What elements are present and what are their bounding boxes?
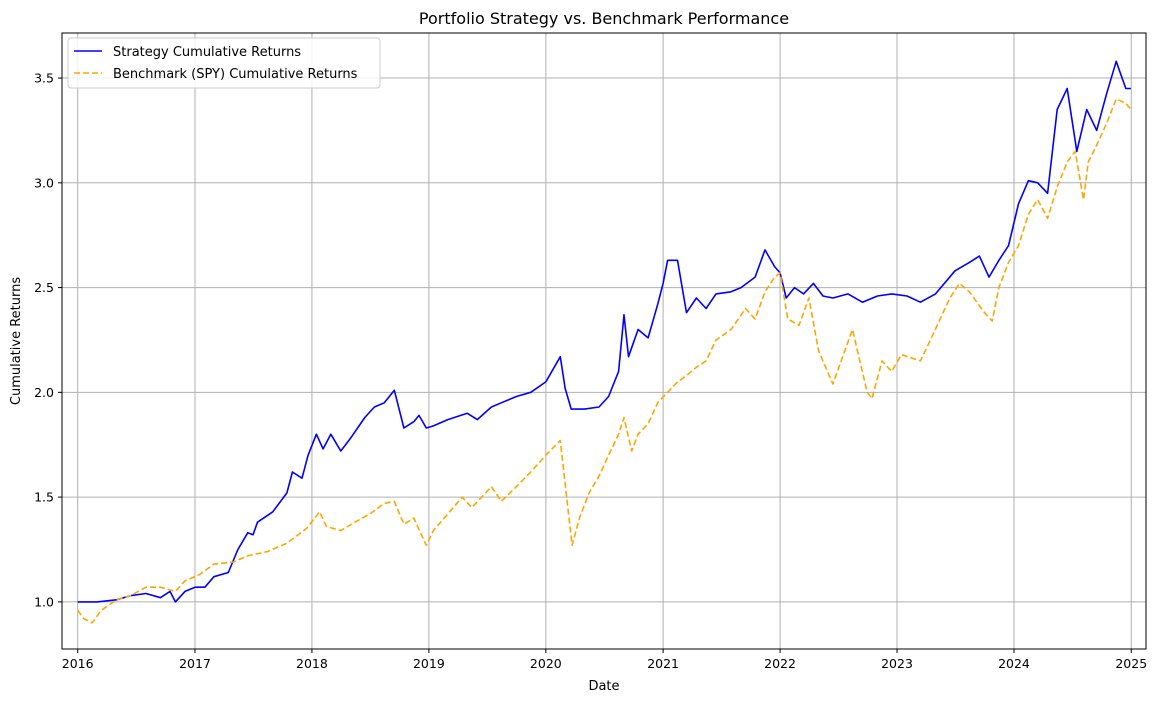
x-tick-label: 2025 [1115,656,1147,671]
chart-title: Portfolio Strategy vs. Benchmark Perform… [419,9,789,28]
x-tick-label: 2021 [647,656,679,671]
x-tick-label: 2017 [179,656,211,671]
y-axis-ticks: 1.0 1.5 2.0 2.5 3.0 3.5 [34,71,62,609]
legend: Strategy Cumulative Returns Benchmark (S… [67,37,381,89]
benchmark-series-line [77,98,1132,624]
x-tick-label: 2024 [998,656,1030,671]
x-tick-label: 2020 [530,656,562,671]
y-tick-label: 2.5 [34,280,54,295]
y-tick-label: 2.0 [34,385,54,400]
legend-label-strategy: Strategy Cumulative Returns [113,45,301,60]
y-tick-label: 3.0 [34,175,54,190]
y-tick-label: 1.5 [34,490,54,505]
x-tick-label: 2023 [881,656,913,671]
x-tick-label: 2018 [296,656,328,671]
y-tick-label: 1.0 [34,594,54,609]
legend-box [67,37,381,89]
x-tick-label: 2022 [764,656,796,671]
series-lines [77,60,1132,624]
y-tick-label: 3.5 [34,71,54,86]
x-axis-ticks: 2016 2017 2018 2019 2020 2021 2022 2023 2024 2025 [62,649,1147,671]
plot-frame [61,32,1147,650]
x-tick-label: 2019 [413,656,445,671]
x-axis-label: Date [588,679,619,694]
strategy-series-line [77,60,1131,603]
y-axis-label: Cumulative Returns [9,277,24,405]
legend-label-benchmark: Benchmark (SPY) Cumulative Returns [113,67,358,82]
x-tick-label: 2016 [62,656,94,671]
